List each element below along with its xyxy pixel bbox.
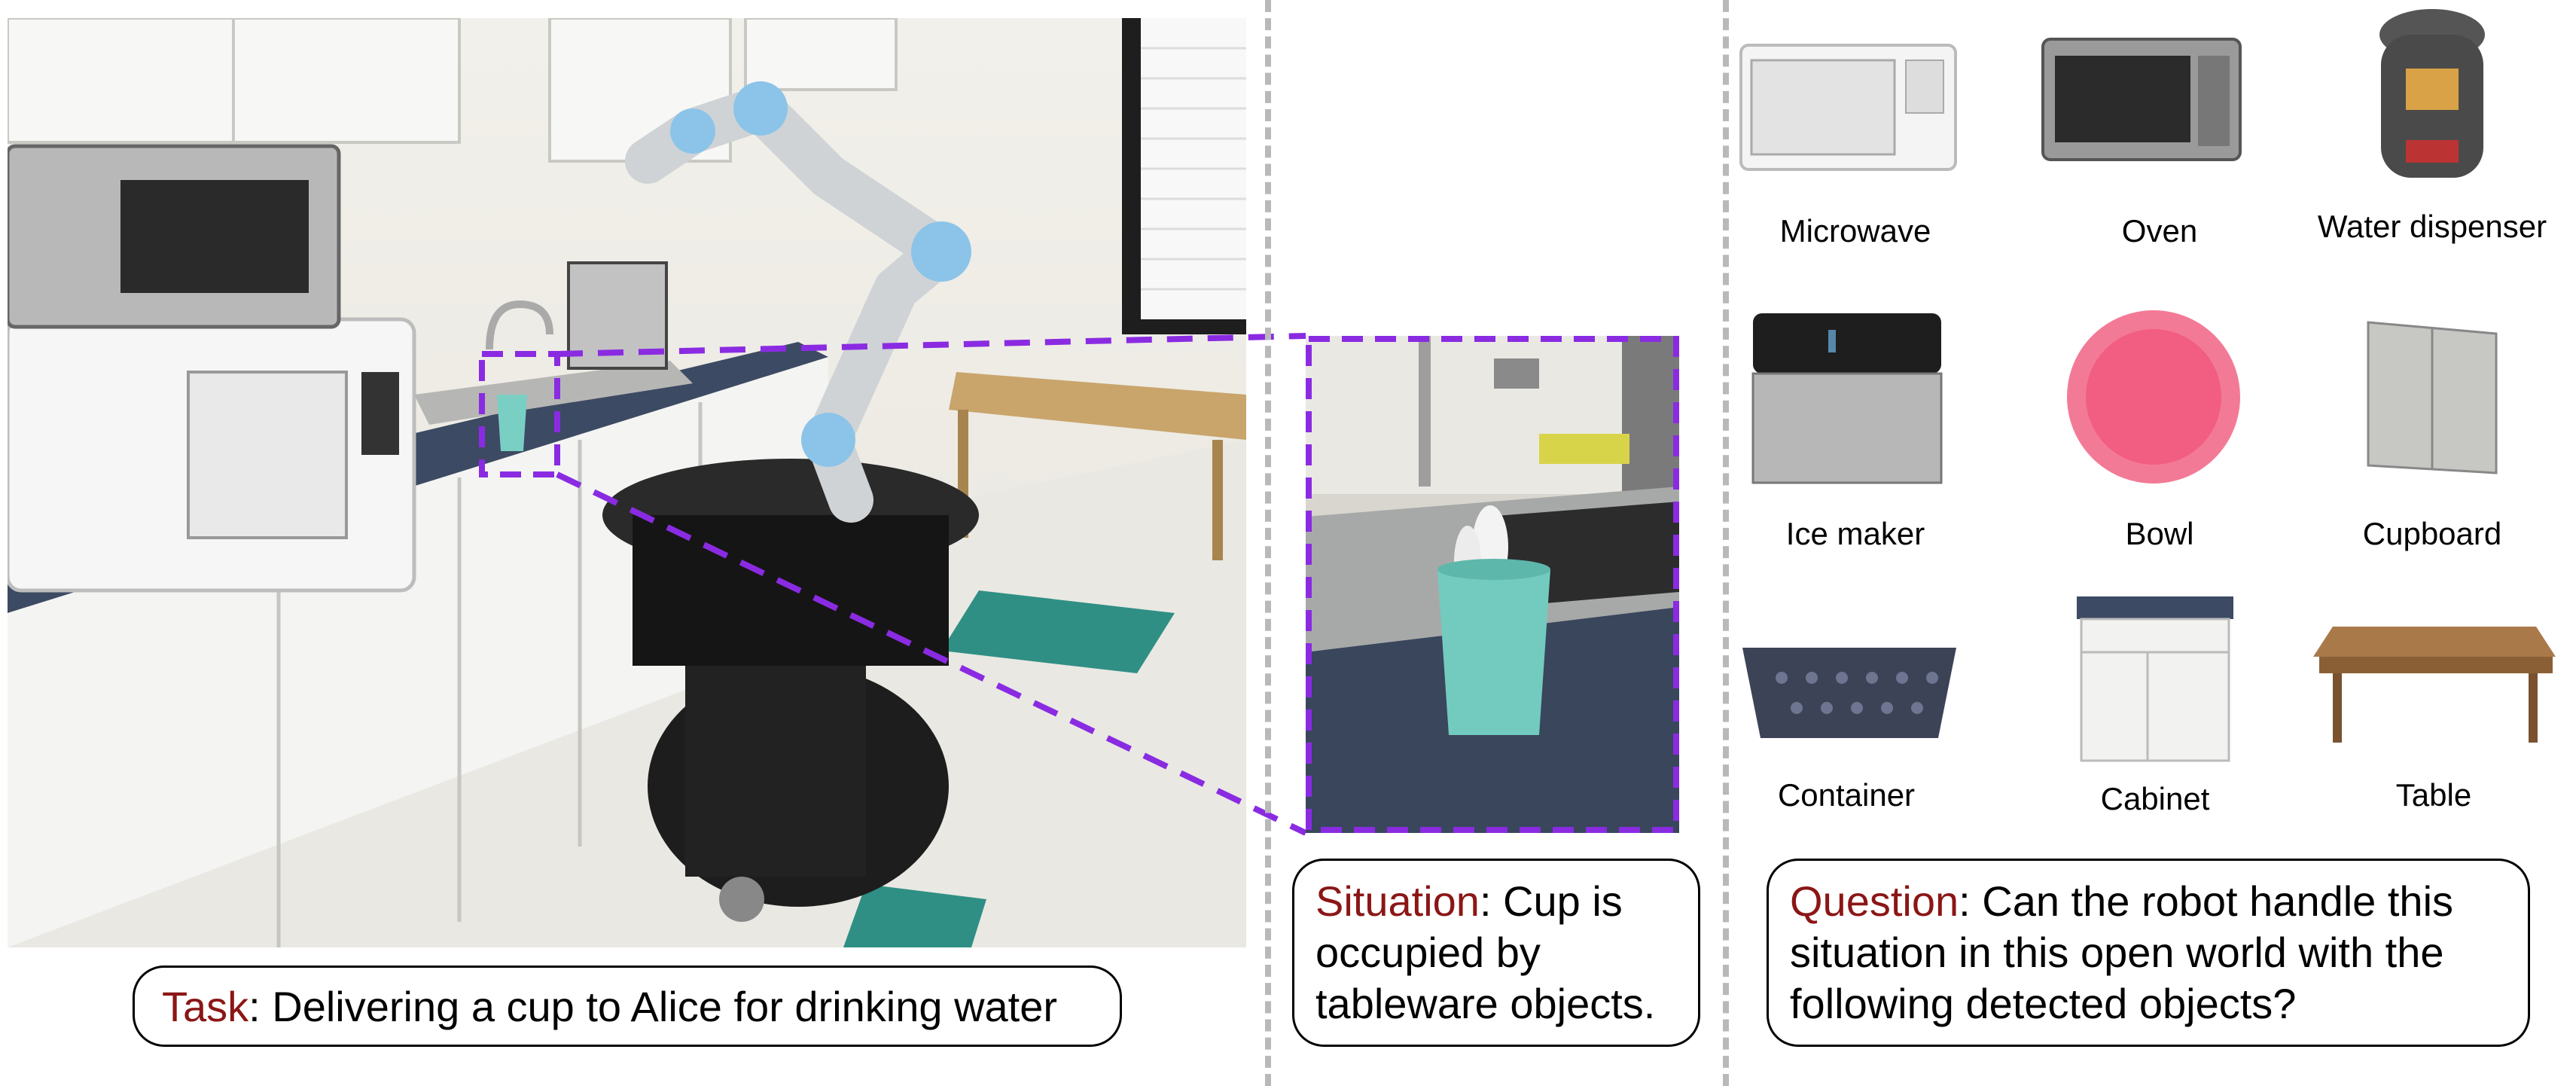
question-box: Question: Can the robot handle this situ… (1767, 859, 2530, 1047)
microwave-icon (1739, 44, 1957, 171)
task-text: : Delivering a cup to Alice for drinking… (248, 983, 1057, 1030)
oven-icon (2041, 38, 2242, 161)
water-dispenser-icon (2379, 9, 2485, 178)
object-label-microwave: Microwave (1779, 213, 1931, 249)
situation-line-2: occupied by (1315, 929, 1541, 976)
ice-maker-icon (1751, 313, 1943, 484)
divider-left (1265, 0, 1271, 1086)
question-line-3: following detected objects? (1790, 980, 2297, 1027)
task-keyword: Task (162, 983, 249, 1030)
object-label-water-dispenser: Water dispenser (2317, 209, 2547, 244)
object-label-table: Table (2395, 777, 2472, 813)
object-label-bowl: Bowl (2125, 516, 2194, 551)
cup-zoom-scene (1306, 336, 1679, 833)
cabinet-icon (2077, 596, 2233, 762)
object-label-ice-maker: Ice maker (1785, 516, 1925, 551)
question-line-2: situation in this open world with the (1790, 929, 2444, 976)
bowl-icon (2067, 310, 2240, 484)
kitchen-robot-photo (8, 18, 1246, 947)
situation-keyword: Situation (1315, 877, 1480, 925)
question-keyword: Question (1790, 877, 1959, 925)
kitchen-scene (8, 18, 1246, 947)
task-box: Task: Delivering a cup to Alice for drin… (133, 966, 1122, 1047)
cup-zoom-view (1306, 336, 1679, 833)
object-label-cupboard: Cupboard (2362, 516, 2502, 551)
container-icon (1742, 648, 1956, 738)
divider-right (1723, 0, 1729, 1086)
situation-line-1: : Cup is (1479, 877, 1623, 925)
object-label-cabinet: Cabinet (2100, 781, 2210, 816)
object-label-oven: Oven (2121, 213, 2198, 249)
situation-line-3: tableware objects. (1315, 980, 1656, 1027)
situation-box: Situation: Cup is occupied by tableware … (1292, 859, 1700, 1047)
cupboard-icon (2367, 321, 2498, 474)
object-label-container: Container (1777, 777, 1916, 813)
question-line-1: : Can the robot handle this (1959, 877, 2454, 925)
table-icon (2313, 627, 2556, 743)
